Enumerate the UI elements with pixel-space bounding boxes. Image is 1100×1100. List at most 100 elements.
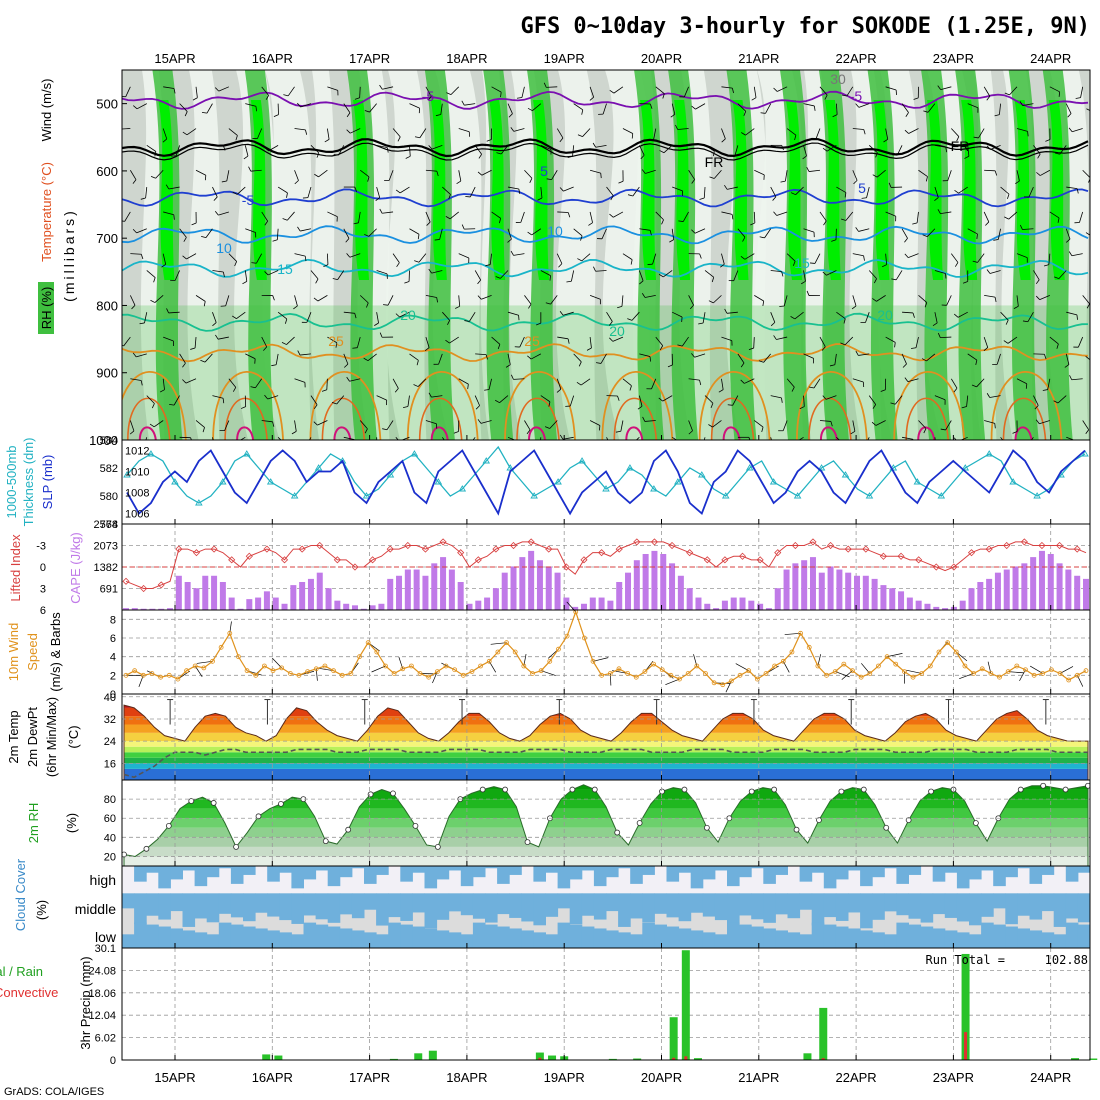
- rh-point: [636, 820, 643, 826]
- wind-barb-flag: [304, 256, 307, 262]
- wind-barb: [744, 378, 755, 384]
- cape-bar: [959, 600, 966, 610]
- wind-barb: [146, 395, 155, 404]
- precip-bar: [803, 1053, 812, 1060]
- wind-barb: [399, 186, 410, 194]
- wind-barb: [612, 336, 624, 342]
- li-tick-label: -3: [36, 541, 46, 553]
- wind-barb-flag: [536, 322, 541, 326]
- wind-barb: [474, 395, 480, 406]
- wind-barb: [638, 145, 645, 156]
- wind-barb-flag: [397, 136, 401, 142]
- cloud-mid-block: [727, 893, 740, 924]
- cloud-high-block: [146, 866, 159, 873]
- wind-barb: [267, 395, 279, 400]
- cloud-high-block: [206, 866, 220, 878]
- wind-barb-flag: [576, 381, 582, 386]
- cloud-low-block: [569, 924, 583, 948]
- cape-bar: [290, 585, 297, 610]
- wind-barb: [865, 312, 870, 323]
- wind-barb-flag: [1085, 232, 1090, 236]
- wind-barb-flag: [235, 135, 238, 141]
- saturated-core: [1048, 100, 1065, 280]
- wind-axis-label-1: 10m Wind: [6, 623, 21, 682]
- wind-barb: [392, 378, 399, 389]
- li-point: [527, 538, 535, 546]
- li-point: [897, 552, 905, 560]
- cloud-high-block: [848, 866, 861, 871]
- precip-frame: [121, 947, 1091, 1061]
- wind-barb-flag: [809, 262, 816, 264]
- rh-point: [1062, 786, 1069, 793]
- wind-barb: [601, 228, 607, 239]
- wind-barb: [639, 353, 651, 357]
- rh-point: [681, 786, 688, 793]
- cloud-high-block: [642, 866, 655, 875]
- wind-barb-flag: [364, 428, 368, 434]
- wind-barb: [368, 228, 377, 237]
- wind-barb-flag: [691, 105, 696, 110]
- wind-barb-flag: [140, 254, 144, 260]
- cloud-low-block: [944, 930, 958, 948]
- wind-barb-flag: [151, 403, 155, 409]
- cloud-low-block: [642, 922, 655, 948]
- li-point: [386, 545, 394, 553]
- li-point: [175, 545, 183, 553]
- wind-barb-flag: [610, 195, 614, 201]
- wind-barb: [786, 253, 796, 262]
- wind-speed-point: [417, 671, 423, 676]
- rh-point: [703, 824, 710, 831]
- wind-barb: [551, 170, 558, 180]
- wind-barb-flag: [800, 280, 806, 285]
- surface-wind-barb: [541, 670, 556, 676]
- wind-barb: [694, 228, 706, 234]
- wind-barb: [1007, 336, 1018, 344]
- wind-barb-flag: [461, 224, 465, 230]
- wind-barb-flag: [1027, 131, 1029, 137]
- wind-barb-flag: [202, 427, 205, 433]
- cloud-mid-block: [315, 893, 329, 920]
- wind-barb-flag: [284, 318, 288, 324]
- top-date-label: 24APR: [1030, 51, 1071, 66]
- cloud-mid-block: [412, 893, 425, 913]
- wind-barb-flag: [543, 82, 547, 88]
- wind-barb: [179, 103, 188, 112]
- cloud-high-block: [472, 866, 486, 878]
- wind-speed-point: [383, 663, 388, 669]
- wind-barb-flag: [710, 403, 714, 409]
- wind-barb: [1016, 170, 1020, 182]
- wind-barb: [327, 336, 338, 344]
- wind-barb: [425, 336, 430, 348]
- isotherm-25: [122, 343, 1089, 363]
- cloud-low-block: [823, 924, 837, 948]
- wind-barb: [425, 294, 437, 298]
- precip-axis-label: 3hr Precip (mm): [78, 956, 93, 1049]
- wind-barb-flag: [511, 374, 514, 380]
- wind-barb: [418, 253, 427, 263]
- wind-barb-flag: [743, 111, 747, 117]
- wind-speed-point: [659, 667, 665, 673]
- wind-speed-point: [953, 649, 959, 655]
- cloud-low-block: [811, 922, 825, 948]
- cloud-mid-block: [606, 893, 619, 912]
- li-point: [827, 541, 835, 550]
- wind-barb: [186, 253, 197, 260]
- wind-barb-flag: [436, 297, 438, 303]
- wind-barb: [1089, 358, 1090, 360]
- precip-bar: [414, 1053, 423, 1060]
- wind-speed-point: [443, 663, 449, 669]
- wind-barb: [907, 378, 919, 383]
- wind-speed-point: [581, 635, 587, 641]
- wind-barb: [1030, 437, 1034, 440]
- isotherm-10: [122, 225, 1089, 245]
- wind-barb: [438, 353, 443, 365]
- isotherm-30-loop: [321, 397, 366, 440]
- wind-barb: [844, 336, 854, 346]
- cloud-low-block: [146, 924, 159, 948]
- li-point: [351, 563, 359, 571]
- wind-barb: [474, 145, 482, 155]
- cloud-mid-block: [122, 893, 135, 909]
- wind-speed-point: [287, 671, 293, 676]
- wind-barb: [651, 378, 657, 390]
- cape-bar: [607, 600, 614, 610]
